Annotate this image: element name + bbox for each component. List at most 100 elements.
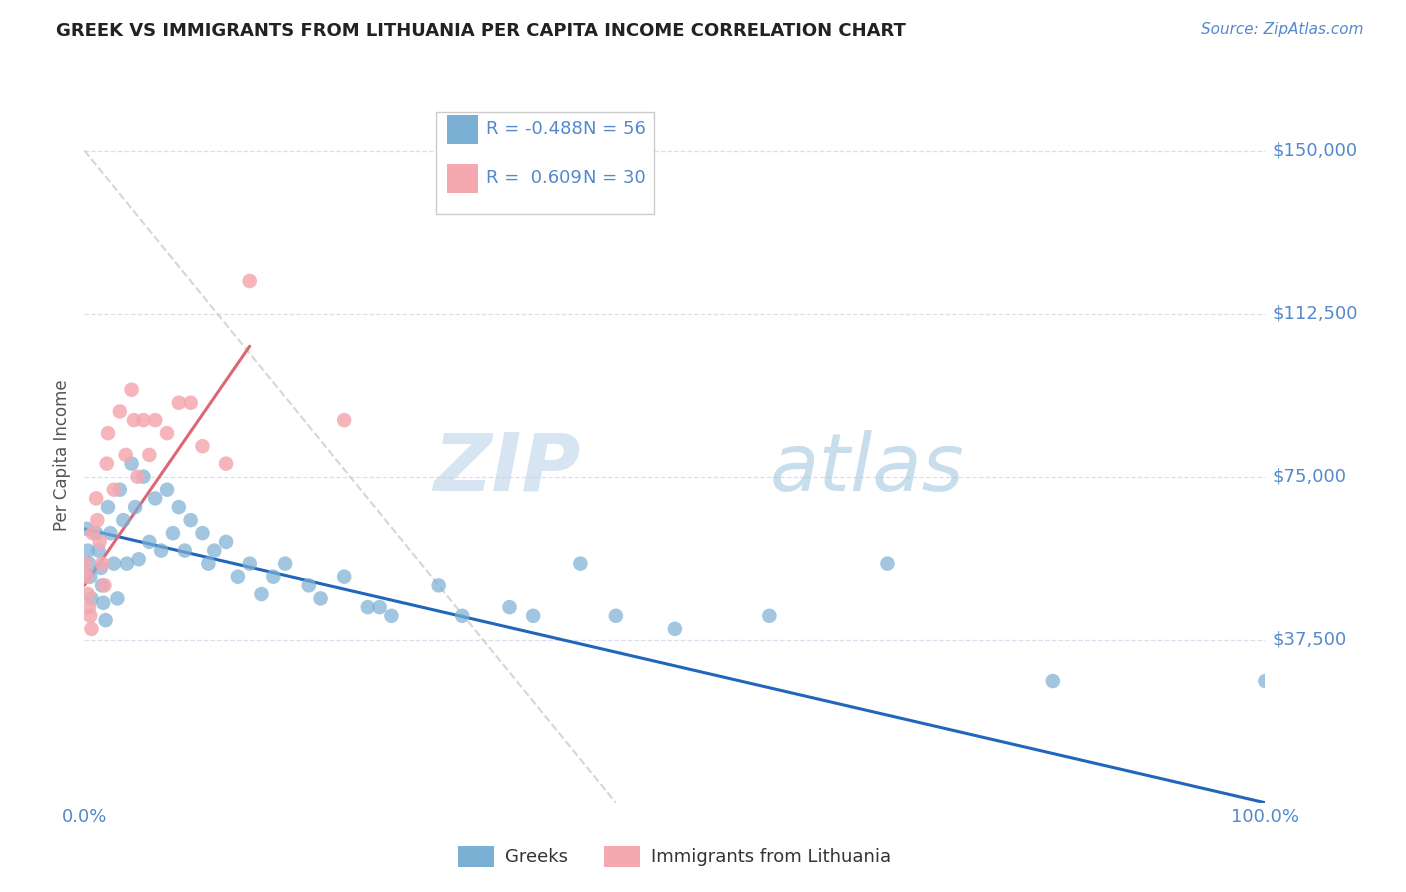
Text: N = 30: N = 30 [583,169,647,187]
Point [143,491,166,506]
Point [215,535,238,549]
Point [128,552,150,566]
Point [98,526,121,541]
Point [84,491,107,506]
Point [121,383,143,397]
Text: $37,500: $37,500 [1272,631,1347,648]
Point [202,543,225,558]
Point [115,557,138,571]
Point [77,600,100,615]
Point [605,608,627,623]
Text: ZIP: ZIP [433,430,581,508]
Point [87,543,110,558]
Text: GREEK VS IMMIGRANTS FROM LITHUANIA PER CAPITA INCOME CORRELATION CHART: GREEK VS IMMIGRANTS FROM LITHUANIA PER C… [56,22,905,40]
Point [103,483,125,497]
Point [93,578,115,592]
Point [97,426,120,441]
Y-axis label: Per Capita Income: Per Capita Income [53,379,72,531]
Point [262,570,284,584]
Point [333,570,356,584]
Point [76,570,98,584]
Point [80,591,103,606]
Point [333,413,356,427]
Point [569,557,592,571]
Point [76,522,98,536]
Point [77,587,100,601]
Point [380,608,402,623]
Point [156,483,179,497]
Point [156,426,179,441]
Point [132,469,155,483]
Point [191,439,214,453]
Point [86,513,108,527]
Point [91,578,114,592]
Point [103,557,125,571]
Text: N = 56: N = 56 [583,120,647,138]
Point [77,557,100,571]
Point [239,274,262,288]
Text: atlas: atlas [769,430,965,508]
Point [498,600,520,615]
Point [664,622,686,636]
Point [143,413,166,427]
Point [82,526,104,541]
Point [197,557,219,571]
Point [239,557,262,571]
Text: $112,500: $112,500 [1272,304,1358,323]
Point [1042,674,1064,689]
Legend: Greeks, Immigrants from Lithuania: Greeks, Immigrants from Lithuania [451,838,898,874]
Point [191,526,214,541]
Point [167,396,190,410]
Point [91,557,114,571]
Point [1254,674,1277,689]
Point [114,448,136,462]
Point [357,600,380,615]
Point [274,557,297,571]
Point [132,413,155,427]
Point [79,570,101,584]
Text: $150,000: $150,000 [1272,142,1358,160]
Text: R =  0.609: R = 0.609 [486,169,582,187]
Point [427,578,450,592]
Point [368,600,391,615]
Point [79,608,101,623]
Point [758,608,780,623]
Point [180,513,202,527]
Point [180,396,202,410]
Point [84,526,107,541]
Point [96,457,118,471]
Point [91,596,114,610]
Point [173,543,195,558]
Point [876,557,898,571]
Point [138,448,160,462]
Point [107,591,129,606]
Text: R = -0.488: R = -0.488 [486,120,583,138]
Point [309,591,332,606]
Point [162,526,184,541]
Point [75,557,97,571]
Point [89,535,111,549]
Point [226,570,249,584]
Point [522,608,544,623]
Point [80,622,103,636]
Point [108,483,131,497]
Text: $75,000: $75,000 [1272,467,1347,485]
Point [127,469,149,483]
Point [298,578,321,592]
Text: Source: ZipAtlas.com: Source: ZipAtlas.com [1201,22,1364,37]
Point [250,587,273,601]
Point [94,613,117,627]
Point [451,608,474,623]
Point [122,413,145,427]
Point [138,535,160,549]
Point [112,513,135,527]
Point [97,500,120,514]
Point [215,457,238,471]
Point [124,500,146,514]
Point [150,543,173,558]
Point [167,500,190,514]
Point [121,457,143,471]
Point [108,404,131,418]
Point [77,543,100,558]
Point [90,561,112,575]
